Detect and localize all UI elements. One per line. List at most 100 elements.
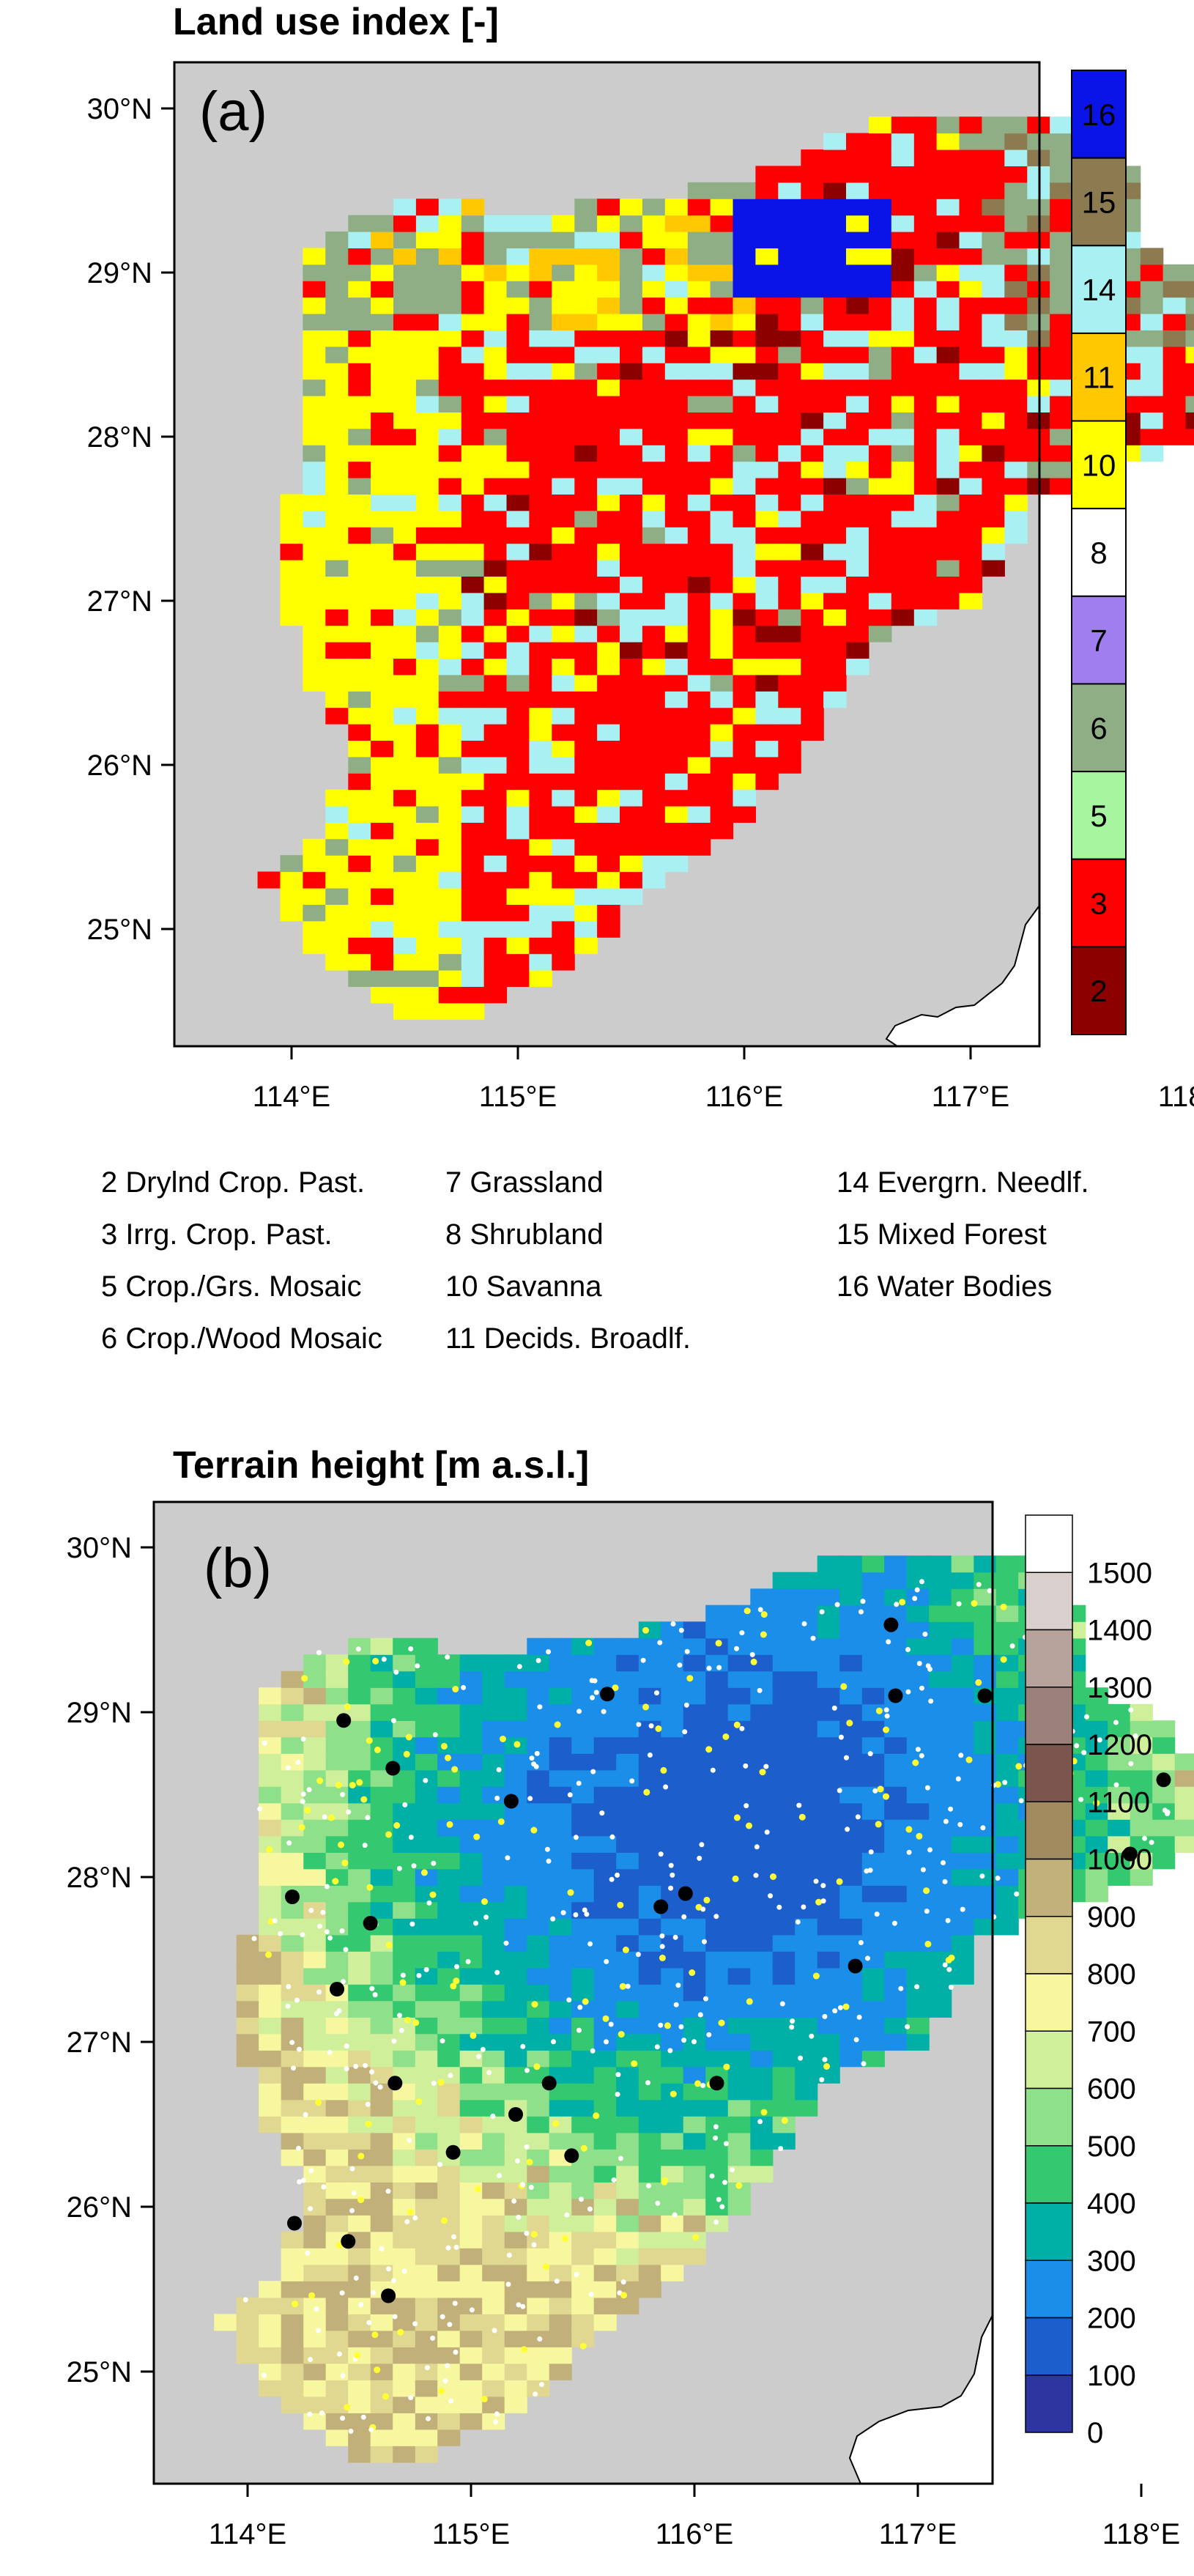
terrain-cell [527, 2033, 550, 2051]
terrain-cell [817, 1769, 840, 1787]
landuse-cell [733, 609, 756, 626]
terrain-cell [906, 1605, 930, 1622]
landuse-cell [687, 756, 711, 774]
landuse-cell [801, 478, 824, 495]
terrain-cell [638, 2066, 661, 2084]
landuse-cell [483, 445, 508, 462]
terrain-cell [482, 2363, 505, 2380]
terrain-cell [393, 1687, 416, 1705]
terrain-cell [839, 1769, 863, 1787]
terrain-cell [437, 2116, 461, 2133]
landuse-cell [687, 445, 711, 462]
white-dot [764, 1829, 770, 1835]
terrain-cell [750, 1901, 774, 1919]
white-dot [308, 2357, 314, 2362]
white-dot [322, 1814, 327, 1820]
landuse-cell [415, 691, 440, 708]
terrain-cell [325, 2363, 349, 2380]
landuse-cell [574, 543, 598, 560]
white-dot [576, 2027, 582, 2033]
colorbar-a-swatch [1071, 508, 1127, 597]
terrain-cell [482, 2330, 505, 2347]
landuse-cell [415, 724, 440, 741]
landuse-cell [552, 724, 575, 741]
terrain-cell [995, 1605, 1019, 1622]
landuse-cell [574, 592, 598, 610]
terrain-cell [616, 1670, 639, 1688]
landuse-cell [483, 789, 508, 807]
white-dot [360, 2414, 366, 2420]
terrain-cell [459, 1967, 483, 1985]
white-dot [1009, 1643, 1015, 1649]
terrain-cell [661, 1753, 684, 1771]
landuse-cell [483, 297, 508, 314]
landuse-cell [959, 379, 982, 396]
white-dot [316, 1989, 322, 1995]
landuse-cell [959, 527, 982, 544]
landuse-cell [1050, 445, 1073, 462]
white-dot [798, 2055, 804, 2061]
white-dot [618, 2155, 623, 2161]
terrain-cell [415, 2347, 438, 2364]
yellow-dot [718, 2019, 725, 2027]
white-dot [366, 2320, 372, 2325]
terrain-cell [571, 2198, 595, 2216]
white-dot [546, 1649, 552, 1654]
landuse-cell [461, 248, 485, 265]
white-dot [640, 1657, 646, 1663]
terrain-cell [839, 1621, 863, 1639]
panel-a-lon-label: 116°E [705, 1081, 783, 1113]
terrain-cell [370, 2198, 393, 2216]
terrain-cell [951, 1967, 974, 1985]
landuse-cell [913, 314, 938, 330]
terrain-cell [839, 1588, 863, 1606]
landuse-cell [823, 182, 847, 199]
white-dot [916, 1661, 922, 1666]
yellow-dot [875, 1821, 882, 1828]
landuse-cell [801, 149, 824, 166]
terrain-cell [661, 1819, 684, 1837]
landuse-cell [664, 756, 689, 774]
terrain-cell [974, 1703, 997, 1721]
landuse-cell [982, 560, 1005, 577]
terrain-cell [593, 2017, 617, 2035]
landuse-cell [483, 953, 508, 971]
yellow-dot [440, 1742, 448, 1750]
terrain-cell [727, 2083, 751, 2101]
terrain-cell [527, 2231, 550, 2249]
terrain-cell [1108, 1769, 1131, 1787]
landuse-cell [687, 658, 711, 676]
landuse-cell [755, 494, 779, 511]
terrain-cell [482, 1736, 505, 1754]
terrain-cell [839, 1934, 863, 1952]
terrain-cell [325, 2248, 349, 2265]
yellow-dot [836, 1878, 843, 1885]
terrain-cell [951, 1802, 974, 1820]
landuse-cell [1163, 297, 1187, 314]
terrain-cell [683, 1802, 706, 1820]
terrain-cell [772, 1934, 796, 1952]
landuse-cell [778, 461, 801, 478]
terrain-cell [593, 2231, 617, 2249]
terrain-cell [281, 2248, 304, 2265]
terrain-cell [593, 2000, 617, 2018]
landuse-cell [891, 478, 915, 495]
terrain-cell [549, 1868, 572, 1886]
white-dot [1074, 1743, 1080, 1749]
landuse-cell [371, 330, 394, 347]
yellow-dot [360, 1796, 368, 1803]
landuse-cell [755, 576, 779, 593]
terrain-cell [259, 2099, 282, 2117]
landuse-cell [1185, 412, 1194, 429]
terrain-cell [527, 1670, 550, 1688]
yellow-dot [618, 2031, 625, 2038]
landuse-cell [574, 461, 598, 478]
landuse-cell [891, 166, 915, 183]
landuse-cell [552, 691, 575, 708]
landuse-cell [710, 314, 734, 330]
terrain-cell [504, 1885, 527, 1903]
terrain-cell [593, 1769, 617, 1787]
terrain-cell [571, 2132, 595, 2150]
terrain-cell [459, 1654, 483, 1672]
landuse-cell [982, 166, 1005, 183]
